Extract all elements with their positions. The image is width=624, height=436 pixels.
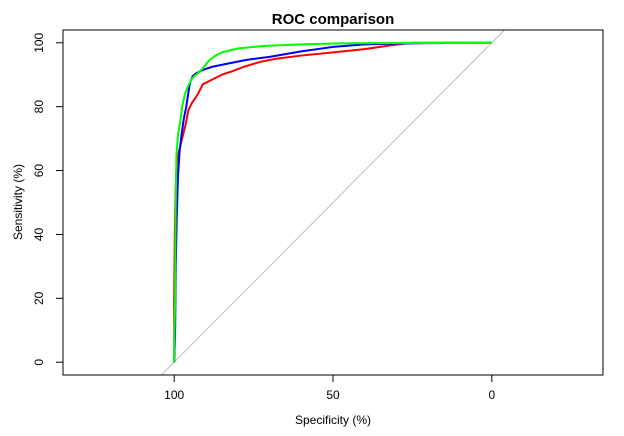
x-axis-label: Specificity (%) [295, 413, 371, 427]
y-tick-label: 80 [32, 100, 46, 114]
x-tick-label: 50 [326, 388, 340, 402]
x-tick-label: 100 [164, 388, 184, 402]
y-tick-label: 20 [32, 291, 46, 305]
y-tick-label: 40 [32, 227, 46, 241]
chart-title: ROC comparison [272, 11, 395, 28]
x-tick-label: 0 [488, 388, 495, 402]
y-axis-label: Sensitivity (%) [11, 164, 25, 240]
y-tick-label: 0 [32, 359, 46, 366]
y-tick-label: 100 [32, 32, 46, 52]
y-tick-label: 60 [32, 164, 46, 178]
